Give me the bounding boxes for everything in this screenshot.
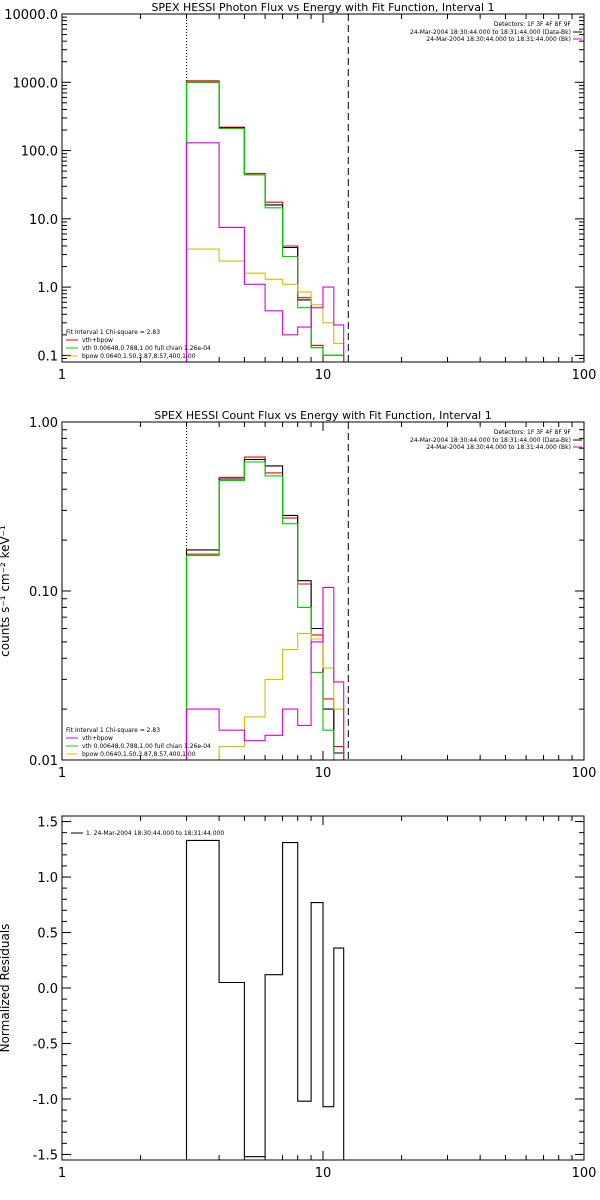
series-bpow-histogram <box>185 248 345 362</box>
legend-label: vth 0.00648,0.788,1.00 full chian 1.26e-… <box>82 743 211 750</box>
plot-frame <box>61 13 585 363</box>
series-total-histogram <box>185 81 345 362</box>
y-tick-label: 10000.0 <box>4 8 58 23</box>
y-tick-label: 100.0 <box>21 145 58 160</box>
plot-frame <box>61 421 585 761</box>
x-tick-label: 1 <box>58 766 66 781</box>
x-tick-label: 1 <box>58 368 66 383</box>
x-tick-label: 1 <box>58 1166 66 1181</box>
fit-chi-square-label: Fit Interval 1 Chi-square = 2.83 <box>66 329 160 336</box>
legend-label: vth+bpow <box>82 735 113 742</box>
count-flux-panel: SPEX HESSI Count Flux vs Energy with Fit… <box>0 409 596 781</box>
y-tick-label: 1.00 <box>29 416 58 431</box>
y-tick-label: 0.0 <box>37 982 58 997</box>
series-fit_sum-histogram <box>185 80 345 362</box>
y-tick-label: 1.0 <box>37 871 58 886</box>
series-total-histogram <box>185 458 345 760</box>
y-tick-label: 0.5 <box>37 927 58 942</box>
x-tick-label: 10 <box>315 766 332 781</box>
series-background-histogram <box>185 142 345 362</box>
x-tick-label: 100 <box>572 1166 597 1181</box>
series-fit_sum-histogram <box>185 456 345 760</box>
detectors-label: Detectors: 1F 3F 4F 8F 9F <box>494 429 572 436</box>
series-vth-histogram <box>185 81 345 362</box>
detectors-label: Detectors: 1F 3F 4F 8F 9F <box>494 21 572 28</box>
x-tick-label: 100 <box>572 368 597 383</box>
y-tick-label: 1000.0 <box>13 76 59 91</box>
y-tick-label: -1.0 <box>33 1093 58 1108</box>
time-interval-label: 24-Mar-2004 18:30:44.000 to 18:31:44.000… <box>410 29 571 36</box>
chart-title: SPEX HESSI Photon Flux vs Energy with Fi… <box>151 1 494 14</box>
chart-title: SPEX HESSI Count Flux vs Energy with Fit… <box>154 409 491 422</box>
y-axis-label: Normalized Residuals <box>0 924 12 1053</box>
residuals-panel: Normalized Residuals 1 10 100 -1.5 -1.0 -0.5 0.… <box>0 815 597 1181</box>
plot-frame <box>61 815 585 1161</box>
fit-chi-square-label: Fit Interval 1 Chi-square = 2.83 <box>66 727 160 734</box>
legend-label: vth 0.00648,0.788,1.00 full chian 1.26e-… <box>82 345 211 352</box>
residuals-histogram <box>185 839 345 1160</box>
y-tick-label: 1.5 <box>37 816 58 831</box>
x-tick-label: 10 <box>315 1166 332 1181</box>
x-tick-label: 10 <box>315 368 332 383</box>
legend-label: 1. 24-Mar-2004 18:30:44.000 to 18:31:44.… <box>86 830 224 837</box>
y-tick-label: -1.5 <box>33 1148 58 1163</box>
legend-label: bpow 0.0640,1.50,3.87,8.57,400,1.00 <box>82 751 196 758</box>
y-tick-label: 0.10 <box>29 585 58 600</box>
y-tick-label: -0.5 <box>33 1037 58 1052</box>
time-interval-label: 24-Mar-2004 18:30:44.000 to 18:31:44.000… <box>410 437 571 444</box>
legend-label: bpow 0.0640,1.50,3.87,8.57,400,1.00 <box>82 353 196 360</box>
y-tick-label: 0.01 <box>29 754 58 769</box>
time-interval-label: 24-Mar-2004 18:30:44.000 to 18:31:44.000… <box>426 36 571 43</box>
y-tick-label: 0.1 <box>37 349 58 364</box>
y-tick-label: 10.0 <box>29 213 58 228</box>
series-vth-histogram <box>185 461 344 761</box>
series-background-histogram <box>185 586 345 760</box>
x-tick-label: 100 <box>572 766 597 781</box>
legend-label: vth+bpow <box>82 337 113 344</box>
y-axis-label: counts s⁻¹ cm⁻² keV⁻¹ <box>0 525 12 657</box>
time-interval-label: 24-Mar-2004 18:30:44.000 to 18:31:44.000… <box>426 444 571 451</box>
y-tick-label: 1.0 <box>37 281 58 296</box>
photon-flux-panel: SPEX HESSI Photon Flux vs Energy with Fi… <box>4 1 596 383</box>
